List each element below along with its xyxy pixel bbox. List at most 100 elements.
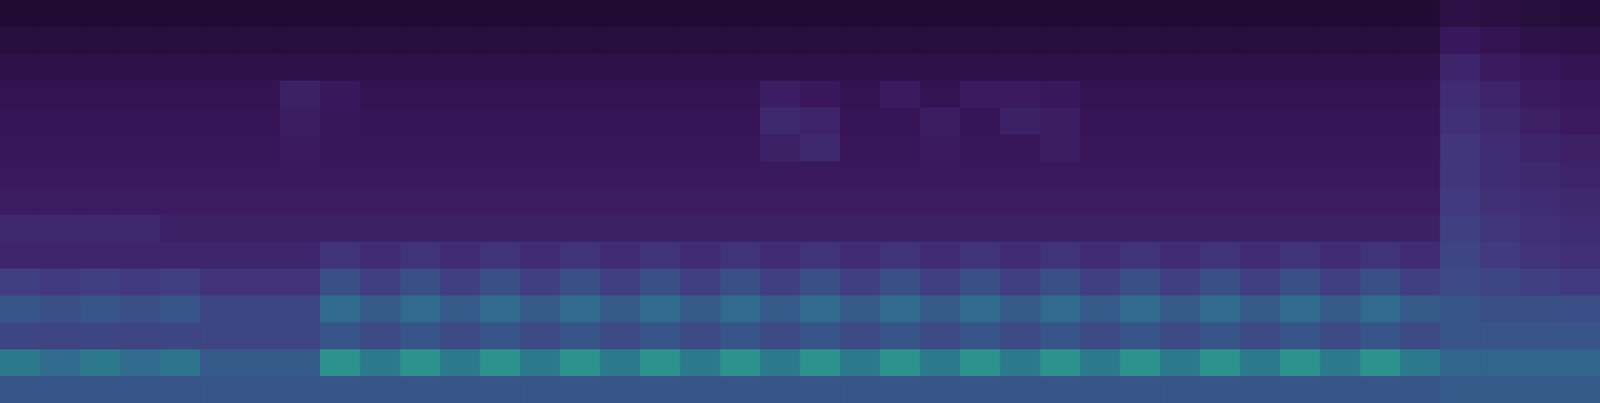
cell (1080, 0, 1121, 28)
cell (40, 107, 81, 136)
cell (360, 349, 401, 378)
cell (1400, 188, 1441, 217)
cell (1359, 134, 1401, 163)
cell (279, 80, 320, 109)
cell (800, 0, 841, 28)
cell (640, 26, 681, 55)
cell (240, 322, 281, 351)
cell (1239, 376, 1280, 403)
cell (719, 322, 761, 351)
cell (1440, 215, 1481, 243)
cell (719, 80, 761, 109)
cell (919, 107, 960, 136)
cell (1440, 242, 1481, 270)
cell (1159, 215, 1201, 243)
cell (199, 161, 241, 190)
cell (399, 242, 441, 270)
cell (1159, 349, 1201, 378)
cell (1080, 161, 1121, 190)
cell (79, 26, 121, 55)
cell (79, 295, 121, 324)
cell (760, 53, 801, 82)
cell (839, 134, 881, 163)
cell (79, 134, 121, 163)
cell (960, 322, 1001, 351)
cell (839, 268, 881, 297)
cell (1239, 322, 1280, 351)
cell (240, 80, 281, 109)
cell (480, 188, 521, 217)
cell (480, 215, 521, 243)
cell (1559, 349, 1600, 378)
cell (719, 268, 761, 297)
cell (1559, 161, 1600, 190)
cell (1520, 322, 1561, 351)
cell (919, 53, 960, 82)
cell (560, 161, 601, 190)
cell (1320, 295, 1361, 324)
cell (1559, 0, 1600, 28)
cell (599, 26, 640, 55)
cell (1400, 134, 1441, 163)
cell (199, 107, 241, 136)
cell (1479, 376, 1521, 403)
cell (760, 26, 801, 55)
cell (480, 295, 521, 324)
cell (960, 295, 1001, 324)
cell (880, 161, 921, 190)
cell (719, 349, 761, 378)
cell (919, 26, 960, 55)
cell (1400, 376, 1441, 403)
cell (0, 349, 41, 378)
cell (519, 268, 561, 297)
cell (599, 161, 640, 190)
cell (0, 107, 41, 136)
cell (1280, 322, 1321, 351)
cell (440, 0, 481, 28)
cell (760, 0, 801, 28)
cell (1159, 26, 1201, 55)
cell (160, 161, 201, 190)
cell (800, 295, 841, 324)
cell (440, 188, 481, 217)
cell (399, 268, 441, 297)
cell (680, 80, 721, 109)
cell (760, 134, 801, 163)
cell (1039, 349, 1081, 378)
cell (560, 188, 601, 217)
cell (1200, 322, 1241, 351)
cell (640, 268, 681, 297)
cell (1280, 53, 1321, 82)
cell (760, 242, 801, 270)
cell (560, 107, 601, 136)
cell (680, 53, 721, 82)
cell (1200, 80, 1241, 109)
cell (680, 268, 721, 297)
cell (1120, 80, 1161, 109)
cell (919, 161, 960, 190)
cell (480, 242, 521, 270)
cell (120, 53, 161, 82)
cell (1359, 349, 1401, 378)
cell (960, 215, 1001, 243)
cell (1440, 107, 1481, 136)
cell (0, 80, 41, 109)
cell (1559, 188, 1600, 217)
cell (279, 161, 320, 190)
cell (560, 322, 601, 351)
cell (1559, 53, 1600, 82)
cell (1080, 188, 1121, 217)
cell (1400, 242, 1441, 270)
cell (640, 295, 681, 324)
cell (1000, 295, 1041, 324)
cell (120, 215, 161, 243)
cell (399, 188, 441, 217)
cell (640, 161, 681, 190)
cell (800, 215, 841, 243)
cell (1000, 376, 1041, 403)
cell (1200, 349, 1241, 378)
cell (120, 80, 161, 109)
cell (800, 161, 841, 190)
cell (1400, 215, 1441, 243)
cell (1440, 376, 1481, 403)
